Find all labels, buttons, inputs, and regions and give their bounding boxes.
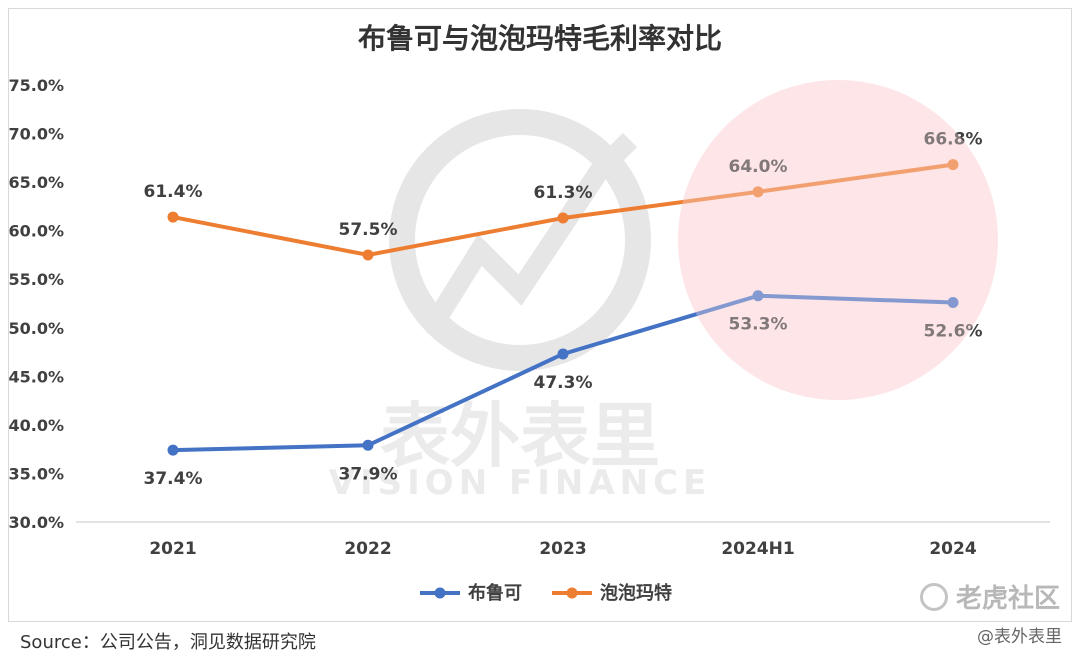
watermark-ring	[389, 109, 651, 371]
series-group: 37.4% 37.9% 47.3% 53.3% 52.6% 61.4% 57.5% 61.3%…	[144, 80, 998, 489]
data-point	[947, 297, 959, 309]
y-tick-label: 65.0%	[8, 173, 64, 192]
y-tick-label: 75.0%	[8, 76, 64, 95]
y-tick-label: 45.0%	[8, 367, 64, 386]
x-tick-label: 2024H1	[721, 539, 794, 559]
x-tick-label: 2021	[149, 539, 196, 559]
highlight-circle	[678, 80, 998, 400]
data-point	[362, 249, 374, 261]
data-label: 52.6%	[924, 322, 983, 342]
watermark-arrow-icon	[421, 132, 638, 336]
swirl-logo-icon	[919, 582, 948, 611]
data-label: 47.3%	[534, 373, 593, 393]
x-tick-label: 2024	[929, 539, 976, 559]
y-axis-ticks: 30.0% 35.0% 40.0% 45.0% 50.0% 55.0% 60.0% 65.0%…	[8, 76, 64, 532]
source-note: Source：公司公告，洞见数据研究院	[20, 632, 316, 653]
y-tick-label: 60.0%	[8, 222, 64, 241]
data-point	[557, 212, 569, 224]
data-point	[167, 211, 179, 223]
x-axis-ticks: 2021 2022 2023 2024H1 2024	[149, 539, 976, 559]
corner-logo-text: 老虎社区	[955, 584, 1060, 614]
x-tick-label: 2023	[539, 539, 586, 559]
y-tick-label: 55.0%	[8, 270, 64, 289]
data-point	[752, 186, 764, 198]
data-label: 37.9%	[339, 464, 398, 484]
y-tick-label: 70.0%	[8, 125, 64, 144]
y-tick-label: 30.0%	[8, 513, 64, 532]
y-tick-label: 35.0%	[8, 464, 64, 483]
data-label: 64.0%	[729, 157, 788, 177]
y-tick-label: 40.0%	[8, 416, 64, 435]
data-point	[362, 439, 374, 451]
data-label: 57.5%	[339, 220, 398, 240]
data-point	[752, 290, 764, 302]
watermark-cn: 表外表里	[380, 395, 660, 477]
corner-handle: @表外表里	[977, 627, 1062, 647]
legend-label: 布鲁可	[468, 582, 522, 604]
watermark-en: VISION FINANCE	[329, 463, 712, 503]
data-label: 61.4%	[144, 182, 203, 202]
chart-title: 布鲁可与泡泡玛特毛利率对比	[358, 22, 722, 55]
data-label: 37.4%	[144, 469, 203, 489]
y-tick-label: 50.0%	[8, 319, 64, 338]
data-point	[167, 444, 179, 456]
data-label: 53.3%	[729, 315, 788, 335]
data-label: 66.8%	[924, 130, 983, 150]
data-label: 61.3%	[534, 183, 593, 203]
highlight-overlay	[678, 80, 998, 400]
data-point	[947, 159, 959, 171]
corner-logo: 老虎社区	[919, 578, 1060, 615]
legend-marker	[566, 587, 578, 599]
legend-label: 泡泡玛特	[600, 582, 672, 604]
legend-marker	[434, 587, 446, 599]
x-tick-label: 2022	[344, 539, 391, 559]
legend: 布鲁可 泡泡玛特	[420, 582, 672, 604]
data-point	[557, 348, 569, 360]
